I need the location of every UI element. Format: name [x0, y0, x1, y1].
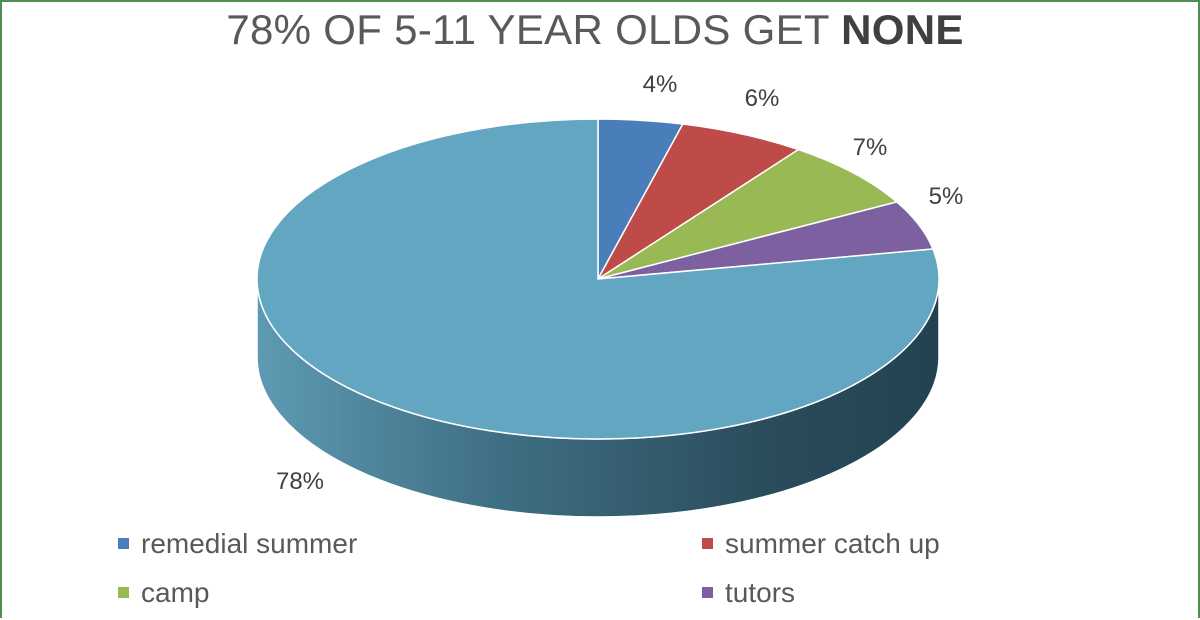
legend-swatch [702, 538, 713, 550]
legend-item-camp: camp [118, 577, 209, 609]
pie-slice-main [256, 118, 940, 440]
legend-swatch [118, 587, 129, 599]
legend-label: tutors [725, 577, 796, 608]
legend-item-tutors: tutors [702, 577, 795, 609]
legend-swatch [702, 587, 713, 599]
data-label-remedial-summer: 4% [643, 71, 678, 98]
pie-data-labels: 4% 6% 7% 5% 78% [276, 71, 963, 495]
pie-top-face [256, 118, 940, 440]
pie-slice-camp [597, 148, 898, 280]
legend-swatch [118, 538, 129, 550]
data-label-tutors: 5% [929, 183, 964, 210]
legend-label: remedial summer [141, 528, 358, 559]
legend-item-remedial-summer: remedial summer [118, 528, 357, 560]
legend-item-summer-catch-up: summer catch up [702, 528, 940, 560]
chart-title-main: 78% OF 5-11 YEAR OLDS GET [226, 6, 830, 53]
data-label-camp: 7% [853, 134, 888, 161]
chart-title-bold: NONE [841, 6, 964, 53]
data-label-main: 78% [276, 468, 324, 495]
data-label-summer-catch-up: 6% [745, 85, 780, 112]
chart-title: 78% OF 5-11 YEAR OLDS GET NONE [0, 6, 1190, 54]
pie-slice-summer-catch-up [597, 123, 800, 280]
legend-label: camp [141, 577, 210, 608]
legend-label: summer catch up [725, 528, 940, 559]
